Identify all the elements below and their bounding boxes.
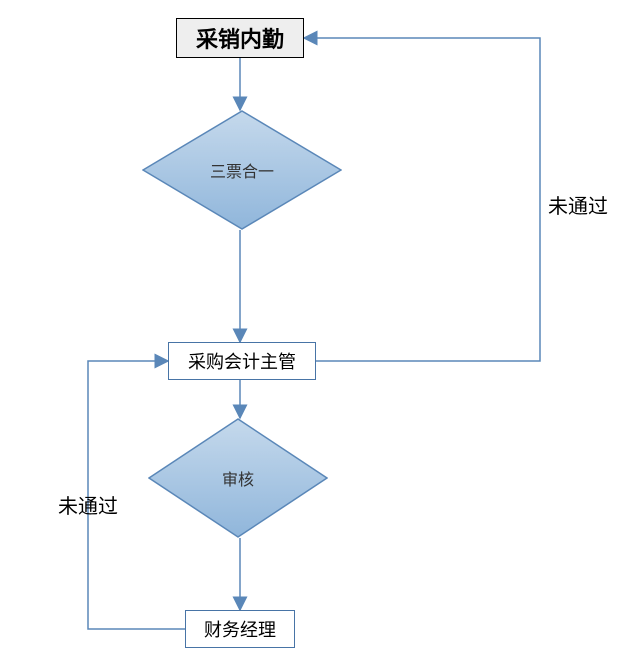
node-d2: 审核 — [148, 418, 328, 538]
edge-label-e6: 未通过 — [58, 490, 118, 519]
node-fin: 财务经理 — [185, 610, 295, 648]
node-mgr1-label: 采购会计主管 — [188, 348, 296, 374]
node-d1: 三票合一 — [142, 110, 342, 230]
node-d1-label: 三票合一 — [142, 158, 342, 182]
edges-layer — [0, 0, 640, 672]
node-d2-label: 审核 — [148, 466, 328, 490]
edge-label-e5: 未通过 — [548, 190, 608, 219]
flowchart-canvas: 采销内勤三票合一采购会计主管审核财务经理 未通过未通过 — [0, 0, 640, 672]
node-start: 采销内勤 — [176, 18, 304, 58]
node-mgr1: 采购会计主管 — [168, 342, 316, 380]
node-fin-label: 财务经理 — [204, 616, 276, 642]
node-start-label: 采销内勤 — [196, 22, 284, 54]
